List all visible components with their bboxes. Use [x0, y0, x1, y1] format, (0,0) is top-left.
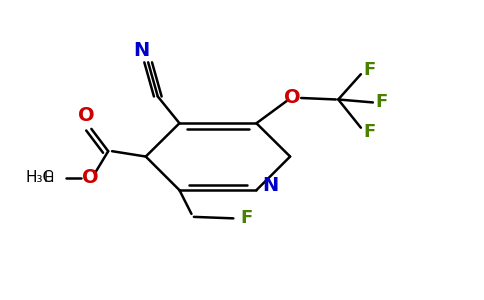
Text: N: N: [262, 176, 278, 195]
Text: N: N: [133, 41, 149, 60]
Text: F: F: [363, 123, 376, 141]
Text: H₃C: H₃C: [26, 170, 54, 185]
Text: F: F: [376, 93, 388, 111]
Text: F: F: [241, 209, 253, 227]
Text: O: O: [78, 106, 95, 125]
Text: H: H: [44, 171, 54, 185]
Text: O: O: [284, 88, 301, 107]
Text: O: O: [82, 168, 98, 188]
Text: F: F: [363, 61, 376, 79]
